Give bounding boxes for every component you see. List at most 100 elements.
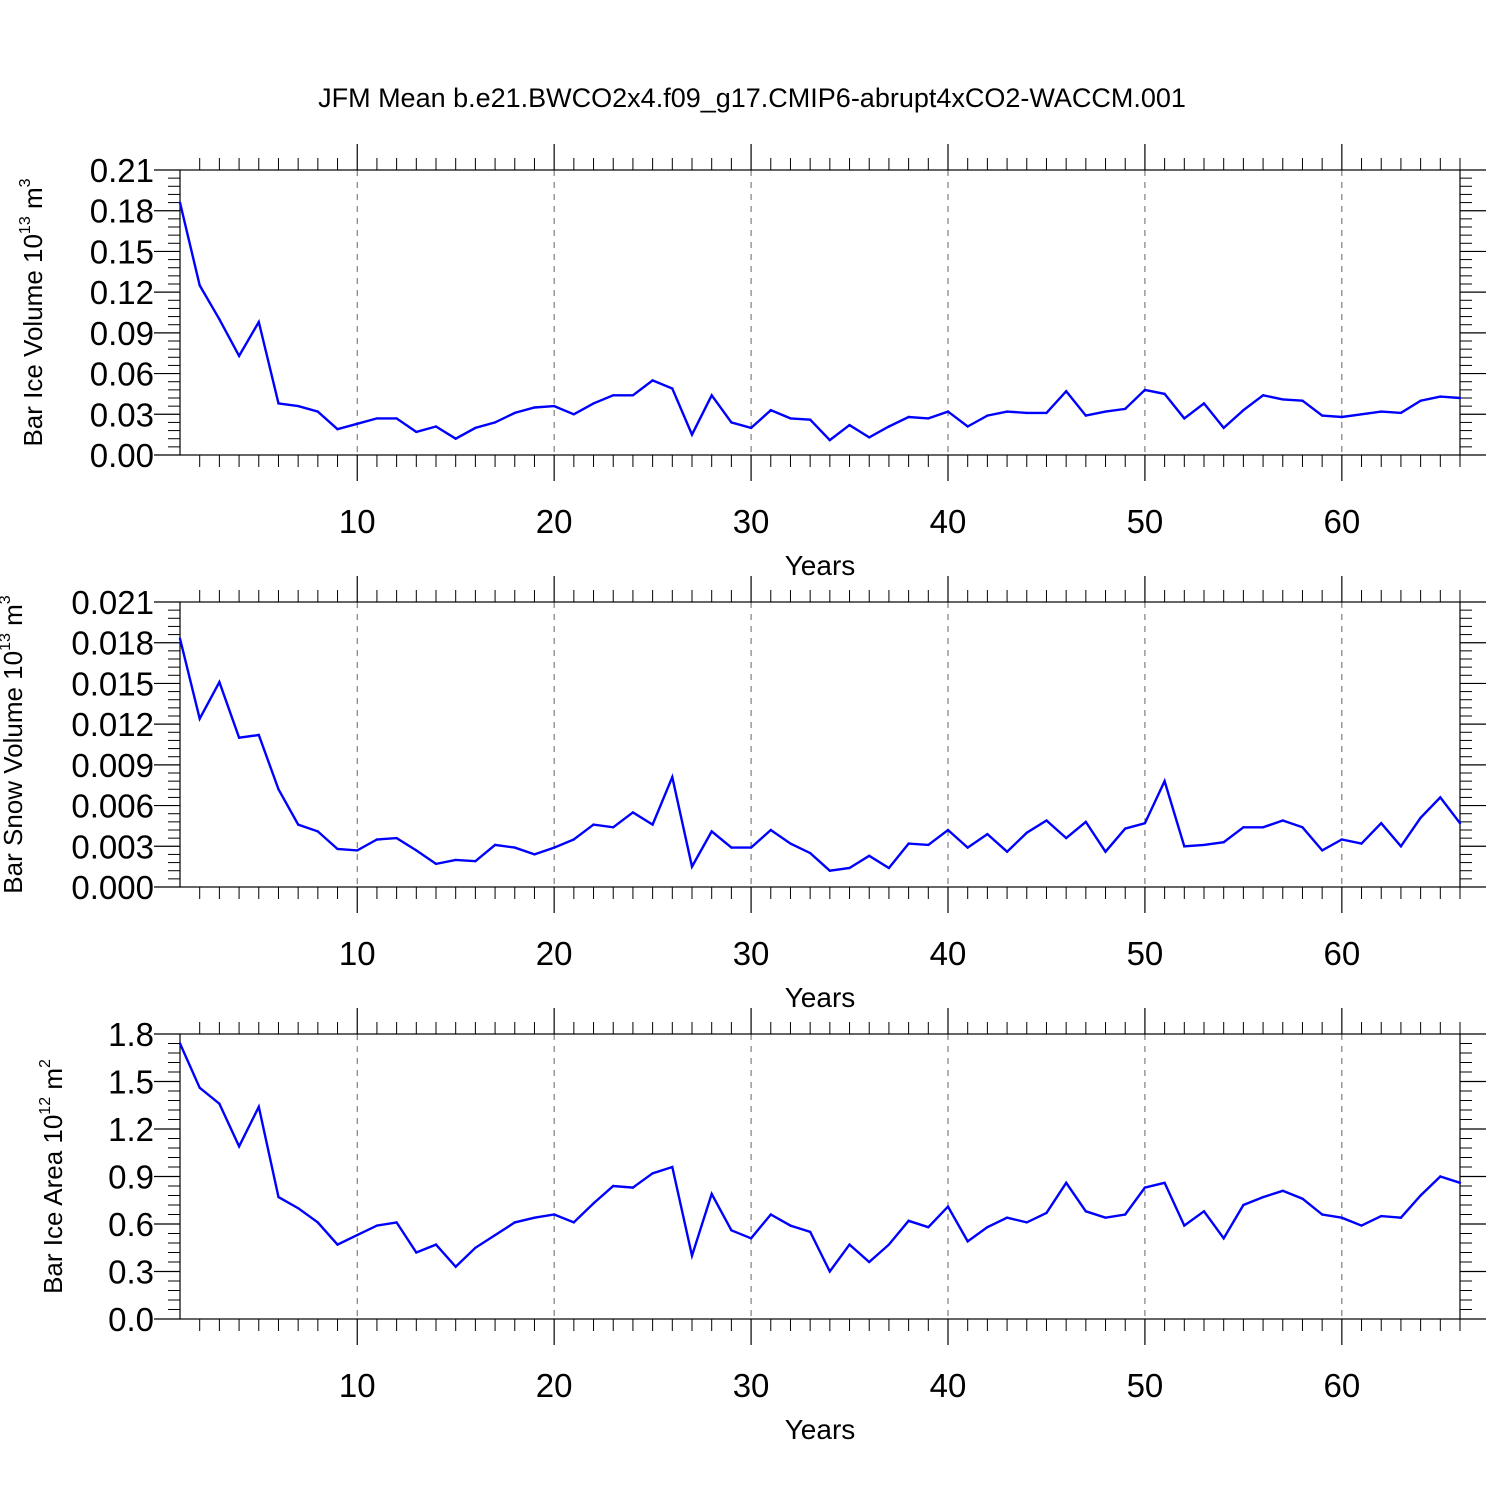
data-point	[474, 426, 477, 430]
x-tick-label: 20	[536, 1367, 573, 1404]
data-point	[356, 422, 359, 425]
x-tick-label: 30	[733, 1367, 770, 1404]
data-point	[986, 1226, 989, 1229]
x-tick-label: 40	[930, 935, 967, 972]
data-point	[434, 1243, 438, 1246]
data-point	[1222, 1237, 1225, 1240]
data-point	[375, 417, 379, 420]
data-point	[631, 811, 635, 814]
data-point	[336, 1243, 339, 1246]
data-point	[966, 1240, 969, 1243]
data-point	[887, 425, 891, 428]
data-point	[1242, 409, 1245, 412]
data-point	[809, 418, 812, 421]
data-point	[710, 1192, 713, 1196]
data-point	[1321, 414, 1324, 417]
data-point	[1202, 402, 1206, 405]
x-tick-label: 10	[339, 503, 376, 540]
data-point	[1261, 394, 1265, 397]
data-point	[572, 1221, 575, 1224]
data-point	[218, 318, 221, 321]
data-point	[513, 411, 516, 415]
data-point	[907, 842, 910, 845]
data-point	[454, 1265, 457, 1269]
data-point	[218, 680, 221, 684]
data-point	[1360, 1224, 1363, 1227]
data-point	[395, 836, 398, 840]
data-point	[257, 320, 260, 324]
x-tick-label: 60	[1323, 1367, 1360, 1404]
data-point	[434, 862, 438, 866]
data-point	[1202, 843, 1206, 847]
data-point	[789, 417, 792, 420]
data-point	[651, 379, 654, 382]
figure-title: JFM Mean b.e21.BWCO2x4.f09_g17.CMIP6-abr…	[318, 83, 1186, 113]
data-point	[198, 717, 201, 720]
data-point	[1439, 395, 1442, 398]
data-point	[631, 394, 635, 397]
data-point	[178, 201, 182, 204]
data-point	[1183, 1224, 1186, 1227]
data-point	[178, 1042, 182, 1045]
y-tick-label: 0.06	[90, 356, 154, 393]
x-tick-label: 40	[930, 503, 967, 540]
data-point	[1458, 396, 1462, 400]
data-point	[297, 823, 300, 826]
data-point	[513, 846, 516, 849]
data-point	[1124, 407, 1127, 411]
data-point	[1045, 819, 1048, 822]
y-axis-label: Bar Ice Area 1012 m2	[37, 1059, 68, 1294]
data-point	[946, 828, 950, 832]
series-line	[178, 202, 1461, 442]
data-point	[671, 387, 674, 390]
data-point	[198, 1086, 201, 1090]
x-tick-label: 50	[1127, 503, 1164, 540]
data-point	[592, 402, 595, 405]
x-tick-label: 10	[339, 935, 376, 972]
data-point	[730, 421, 733, 424]
y-tick-label: 0.000	[71, 869, 154, 906]
data-point	[1084, 414, 1088, 417]
x-tick-label: 50	[1127, 1367, 1164, 1404]
data-point	[868, 436, 871, 439]
data-point	[1419, 399, 1422, 402]
data-point	[1399, 1216, 1403, 1219]
data-point	[1301, 826, 1304, 829]
plot-frame	[179, 1033, 1461, 1320]
data-point	[631, 1186, 635, 1189]
data-point	[237, 1145, 241, 1148]
y-tick-label: 0.21	[90, 152, 154, 189]
data-point	[887, 866, 891, 870]
data-point	[1399, 845, 1403, 848]
x-axis-label: Years	[785, 1414, 856, 1445]
data-point	[828, 438, 831, 442]
data-point	[356, 849, 359, 852]
data-point	[415, 1251, 418, 1254]
y-tick-label: 0.9	[108, 1159, 154, 1196]
data-point	[493, 421, 497, 424]
data-point	[1439, 796, 1442, 799]
y-tick-label: 0.0	[108, 1301, 154, 1338]
y-tick-label: 0.09	[90, 315, 154, 352]
data-point	[1380, 410, 1383, 413]
data-point	[178, 637, 182, 640]
data-point	[1025, 411, 1029, 415]
plot-frame	[179, 169, 1461, 456]
series-line	[178, 1043, 1461, 1274]
data-point	[316, 830, 319, 833]
data-point	[1340, 1216, 1344, 1219]
data-point	[1399, 411, 1403, 415]
data-point	[1124, 1213, 1127, 1216]
x-tick-label: 30	[733, 503, 770, 540]
data-point	[277, 402, 280, 405]
data-point	[966, 425, 969, 428]
data-point	[533, 1216, 536, 1219]
data-point	[454, 437, 457, 440]
data-point	[1065, 1181, 1068, 1185]
data-point	[1045, 1211, 1048, 1215]
data-point	[257, 733, 260, 737]
x-tick-label: 20	[536, 503, 573, 540]
data-point	[1321, 1213, 1324, 1216]
